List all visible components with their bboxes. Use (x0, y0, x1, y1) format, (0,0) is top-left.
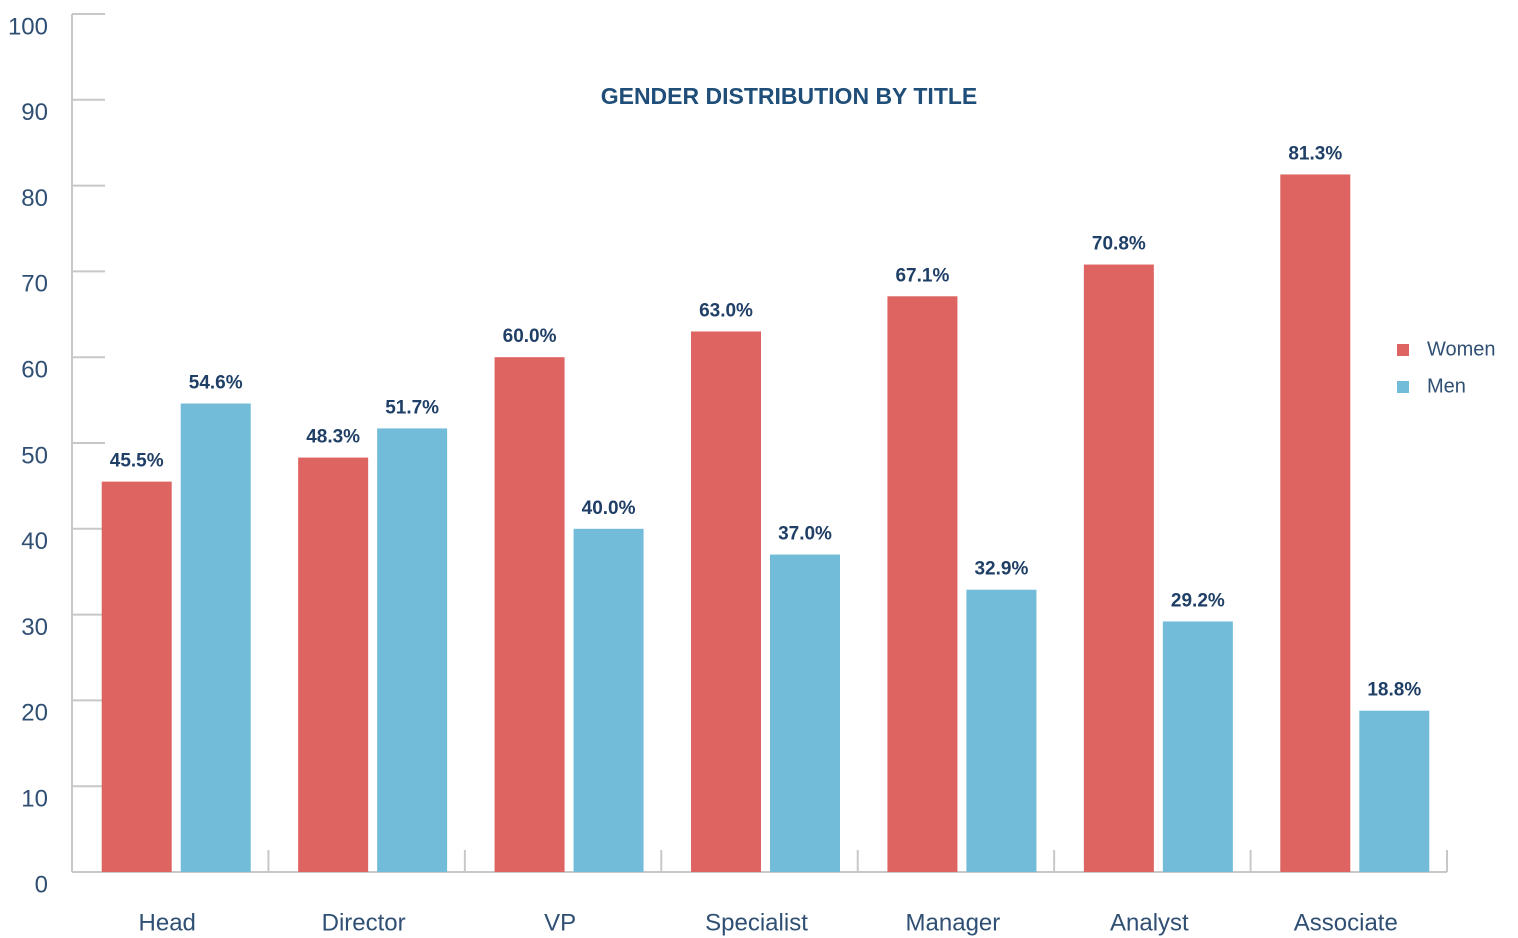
value-label: 81.3% (1288, 143, 1342, 164)
value-label: 32.9% (974, 559, 1028, 580)
value-label: 48.3% (306, 427, 360, 448)
x-tick-label: Director (322, 909, 406, 936)
value-label: 54.6% (189, 373, 243, 394)
bar (1359, 710, 1430, 872)
value-label: 18.8% (1367, 680, 1421, 701)
bar (101, 481, 172, 872)
y-tick-label: 30 (21, 614, 48, 641)
bar (494, 357, 565, 872)
y-tick-label: 20 (21, 700, 48, 727)
bar (887, 296, 958, 873)
chart-title: GENDER DISTRIBUTION BY TITLE (601, 83, 978, 109)
value-label: 70.8% (1092, 234, 1146, 255)
value-label: 60.0% (503, 326, 557, 347)
value-label: 63.0% (699, 300, 753, 321)
legend-swatch (1397, 344, 1409, 356)
y-tick-label: 70 (21, 271, 48, 298)
value-label: 51.7% (385, 397, 439, 418)
y-tick-label: 100 (8, 13, 48, 40)
y-tick-label: 90 (21, 99, 48, 126)
y-tick-label: 60 (21, 357, 48, 384)
y-tick-label: 50 (21, 442, 48, 469)
y-tick-label: 80 (21, 185, 48, 212)
bar (1083, 264, 1154, 872)
bar (1280, 174, 1351, 873)
x-tick-label: VP (544, 909, 576, 936)
bar (377, 428, 448, 872)
bar (1162, 621, 1233, 872)
bar (180, 403, 251, 872)
value-label: 29.2% (1171, 590, 1225, 611)
y-tick-label: 40 (21, 528, 48, 555)
bar (691, 331, 761, 873)
y-tick-label: 0 (35, 871, 48, 898)
x-tick-label: Specialist (705, 909, 808, 936)
value-label: 45.5% (110, 451, 164, 472)
x-tick-label: Manager (906, 909, 1001, 936)
value-label: 67.1% (895, 265, 949, 286)
y-tick-label: 10 (21, 786, 48, 813)
legend-label: Women (1427, 338, 1496, 360)
bar (298, 457, 369, 872)
bar (770, 554, 840, 872)
value-label: 37.0% (778, 524, 832, 545)
x-tick-label: Analyst (1110, 909, 1189, 936)
value-label: 40.0% (582, 498, 636, 519)
x-tick-label: Head (139, 909, 196, 936)
bar (573, 528, 644, 872)
legend-label: Men (1427, 375, 1466, 397)
bar (966, 589, 1037, 872)
x-tick-label: Associate (1294, 909, 1398, 936)
legend-swatch (1397, 381, 1409, 393)
